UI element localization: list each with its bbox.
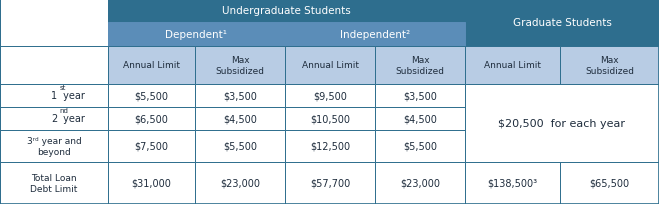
Text: Annual Limit: Annual Limit	[302, 61, 358, 70]
Bar	[108, 85, 195, 108]
Text: $6,500: $6,500	[134, 114, 169, 124]
Text: $5,500: $5,500	[134, 91, 169, 101]
Bar	[285, 23, 465, 47]
Text: $23,000: $23,000	[400, 178, 440, 188]
Text: st: st	[59, 84, 66, 91]
Text: year: year	[60, 91, 85, 101]
Bar	[560, 162, 659, 204]
Bar	[0, 130, 108, 162]
Bar	[465, 130, 659, 162]
Bar	[0, 47, 108, 85]
Bar	[465, 85, 659, 162]
Text: Max
Subsidized: Max Subsidized	[215, 56, 264, 75]
Bar	[0, 0, 108, 47]
Bar	[375, 162, 465, 204]
Text: $7,500: $7,500	[134, 141, 169, 151]
Text: Max
Subsidized: Max Subsidized	[585, 56, 634, 75]
Text: $20,500  for each year: $20,500 for each year	[498, 118, 625, 128]
Bar	[465, 108, 659, 130]
Bar	[108, 130, 195, 162]
Text: 3ʳᵈ year and
beyond: 3ʳᵈ year and beyond	[26, 137, 81, 156]
Bar	[108, 162, 195, 204]
Bar	[285, 130, 375, 162]
Text: Graduate Students: Graduate Students	[513, 18, 612, 28]
Bar	[108, 0, 465, 23]
Bar	[195, 162, 285, 204]
Bar	[285, 108, 375, 130]
Bar	[0, 85, 108, 108]
Text: Undergraduate Students: Undergraduate Students	[222, 7, 351, 16]
Bar	[375, 47, 465, 85]
Bar	[285, 85, 375, 108]
Text: $4,500: $4,500	[223, 114, 257, 124]
Bar	[195, 108, 285, 130]
Text: $65,500: $65,500	[589, 178, 629, 188]
Bar	[375, 130, 465, 162]
Text: $31,000: $31,000	[132, 178, 171, 188]
Text: $5,500: $5,500	[403, 141, 437, 151]
Bar	[560, 47, 659, 85]
Text: Independent²: Independent²	[340, 30, 410, 40]
Bar	[0, 108, 108, 130]
Bar	[465, 162, 560, 204]
Bar	[108, 23, 285, 47]
Bar	[285, 162, 375, 204]
Text: Dependent¹: Dependent¹	[165, 30, 227, 40]
Text: 1: 1	[51, 91, 57, 101]
Text: $9,500: $9,500	[313, 91, 347, 101]
Bar	[108, 108, 195, 130]
Text: $3,500: $3,500	[403, 91, 437, 101]
Text: $3,500: $3,500	[223, 91, 257, 101]
Text: Annual Limit: Annual Limit	[484, 61, 541, 70]
Text: Max
Subsidized: Max Subsidized	[395, 56, 445, 75]
Bar	[375, 85, 465, 108]
Bar	[108, 47, 195, 85]
Bar	[285, 47, 375, 85]
Text: $57,700: $57,700	[310, 178, 350, 188]
Bar	[465, 85, 659, 108]
Text: $138,500³: $138,500³	[488, 178, 538, 188]
Text: $23,000: $23,000	[220, 178, 260, 188]
Text: 2: 2	[51, 114, 57, 124]
Bar	[195, 85, 285, 108]
Text: $12,500: $12,500	[310, 141, 350, 151]
Text: $4,500: $4,500	[403, 114, 437, 124]
Bar	[375, 108, 465, 130]
Bar	[195, 130, 285, 162]
Bar	[465, 47, 560, 85]
Text: Annual Limit: Annual Limit	[123, 61, 180, 70]
Text: nd: nd	[59, 108, 69, 113]
Text: $10,500: $10,500	[310, 114, 350, 124]
Bar	[0, 162, 108, 204]
Text: Total Loan
Debt Limit: Total Loan Debt Limit	[30, 173, 78, 193]
Bar	[195, 47, 285, 85]
Text: year: year	[60, 114, 85, 124]
Text: $5,500: $5,500	[223, 141, 257, 151]
Bar	[465, 0, 659, 47]
